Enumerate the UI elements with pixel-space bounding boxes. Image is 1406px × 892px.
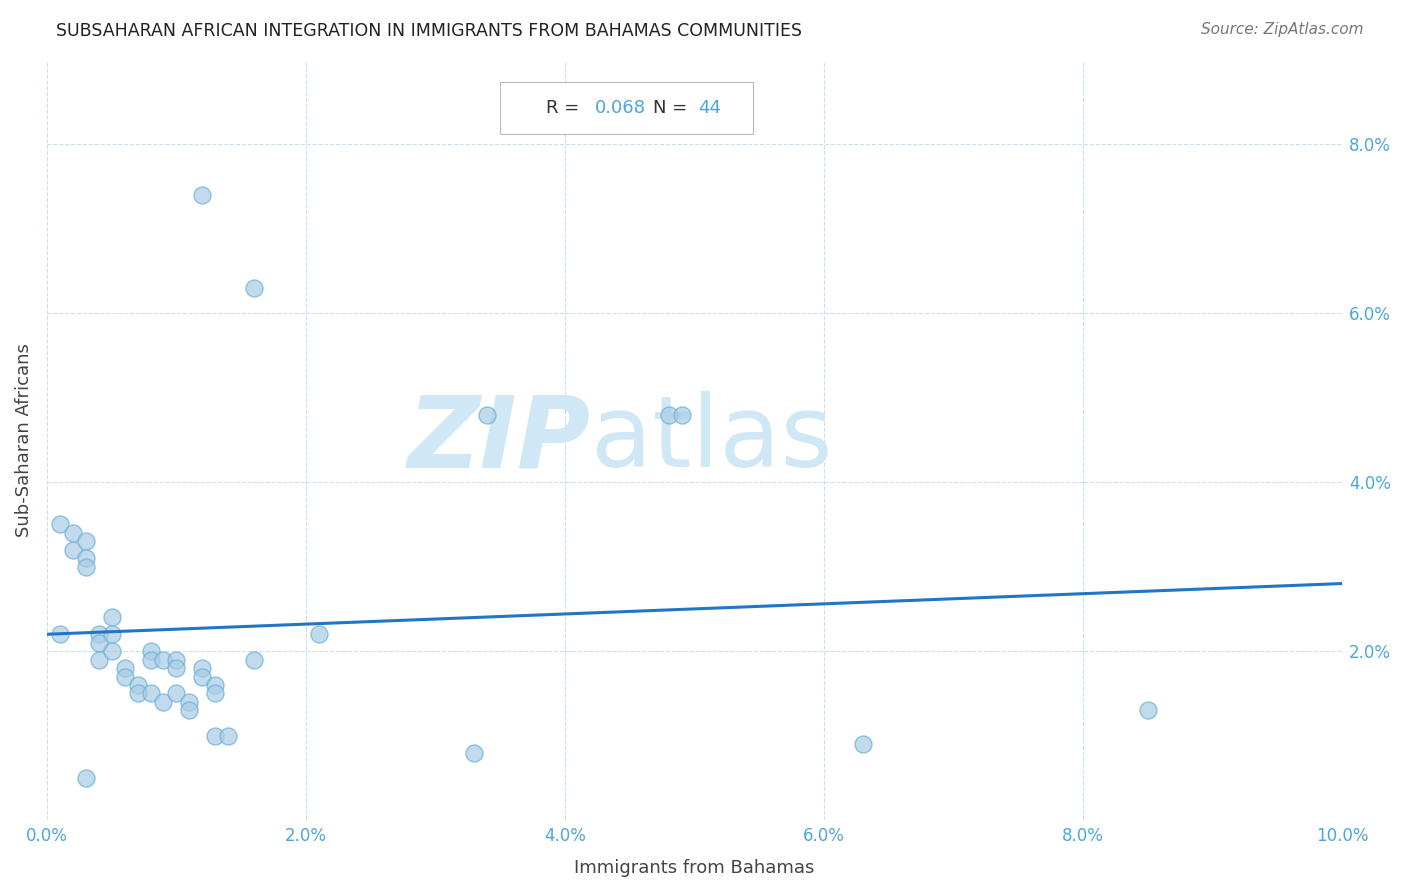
- Point: [1136, 703, 1159, 717]
- Point: [152, 652, 174, 666]
- Point: [477, 408, 499, 422]
- Y-axis label: Sub-Saharan Africans: Sub-Saharan Africans: [15, 343, 32, 537]
- Point: [217, 729, 239, 743]
- Point: [75, 551, 97, 566]
- Point: [165, 661, 187, 675]
- Point: [87, 652, 110, 666]
- Point: [191, 661, 214, 675]
- Point: [75, 559, 97, 574]
- Point: [100, 610, 122, 624]
- Point: [191, 669, 214, 683]
- Point: [671, 408, 693, 422]
- Text: 0.068: 0.068: [595, 99, 645, 117]
- Point: [114, 669, 136, 683]
- Point: [100, 627, 122, 641]
- Text: ZIP: ZIP: [408, 392, 591, 489]
- Point: [75, 534, 97, 549]
- Point: [114, 661, 136, 675]
- Point: [87, 627, 110, 641]
- Point: [75, 771, 97, 785]
- Text: 44: 44: [699, 99, 721, 117]
- Point: [139, 644, 162, 658]
- Text: atlas: atlas: [591, 392, 832, 489]
- Point: [179, 703, 201, 717]
- Text: SUBSAHARAN AFRICAN INTEGRATION IN IMMIGRANTS FROM BAHAMAS COMMUNITIES: SUBSAHARAN AFRICAN INTEGRATION IN IMMIGR…: [56, 22, 803, 40]
- Point: [139, 686, 162, 700]
- Point: [139, 652, 162, 666]
- Point: [87, 636, 110, 650]
- Point: [49, 517, 72, 532]
- Point: [127, 678, 149, 692]
- Point: [204, 729, 226, 743]
- Point: [658, 408, 681, 422]
- Point: [100, 644, 122, 658]
- Point: [127, 686, 149, 700]
- Point: [165, 686, 187, 700]
- Text: N =: N =: [652, 99, 693, 117]
- Point: [179, 695, 201, 709]
- Point: [308, 627, 330, 641]
- Text: R =: R =: [546, 99, 585, 117]
- Point: [852, 737, 875, 751]
- Point: [243, 281, 266, 295]
- Point: [204, 678, 226, 692]
- X-axis label: Immigrants from Bahamas: Immigrants from Bahamas: [574, 859, 814, 877]
- Point: [191, 187, 214, 202]
- Point: [463, 746, 485, 760]
- Point: [204, 686, 226, 700]
- Point: [165, 652, 187, 666]
- Point: [243, 652, 266, 666]
- Text: Source: ZipAtlas.com: Source: ZipAtlas.com: [1201, 22, 1364, 37]
- Point: [62, 525, 84, 540]
- FancyBboxPatch shape: [501, 82, 752, 134]
- Point: [49, 627, 72, 641]
- Point: [152, 695, 174, 709]
- Point: [62, 542, 84, 557]
